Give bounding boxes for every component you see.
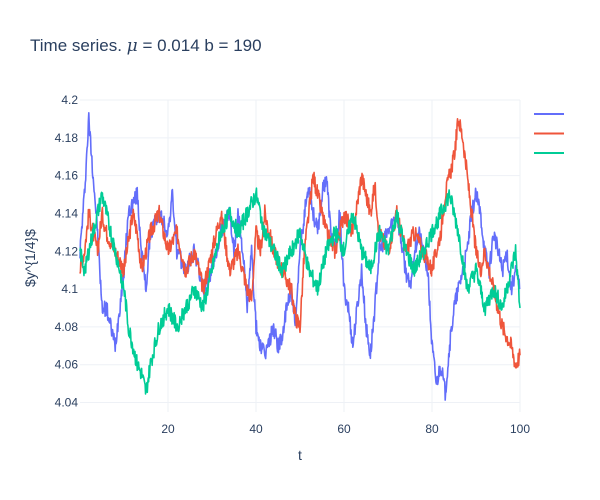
x-tick-label: 60 bbox=[337, 422, 351, 436]
chart-title: Time series. μ = 0.014 b = 190 bbox=[30, 36, 262, 56]
y-tick-label: 4.04 bbox=[55, 396, 79, 410]
y-tick-label: 4.08 bbox=[55, 320, 79, 334]
y-tick-label: 4.14 bbox=[55, 206, 79, 220]
y-tick-label: 4.1 bbox=[61, 282, 78, 296]
y-tick-label: 4.2 bbox=[61, 93, 78, 107]
chart-title-prefix: Time series. bbox=[30, 36, 127, 55]
x-tick-label: 40 bbox=[249, 422, 263, 436]
x-tick-label: 20 bbox=[161, 422, 175, 436]
series-lines bbox=[79, 112, 521, 401]
y-axis-title: $y^{1/4}$ bbox=[22, 229, 38, 287]
chart-title-symbol: μ bbox=[127, 36, 138, 56]
x-tick-label: 100 bbox=[510, 422, 530, 436]
legend[interactable] bbox=[534, 113, 564, 154]
y-tick-label: 4.16 bbox=[55, 169, 79, 183]
y-tick-label: 4.18 bbox=[55, 131, 79, 145]
y-tick-label: 4.12 bbox=[55, 244, 79, 258]
series-line-2 bbox=[79, 118, 521, 369]
tick-labels: 4.04 4.06 4.08 4.1 4.12 4.14 4.16 4.18 4.2 20 40 60… bbox=[55, 93, 531, 436]
x-axis-title: t bbox=[298, 447, 302, 463]
x-tick-label: 80 bbox=[425, 422, 439, 436]
chart-title-suffix: = 0.014 b = 190 bbox=[138, 36, 262, 55]
series-line-3 bbox=[79, 187, 521, 395]
y-tick-label: 4.06 bbox=[55, 358, 79, 372]
